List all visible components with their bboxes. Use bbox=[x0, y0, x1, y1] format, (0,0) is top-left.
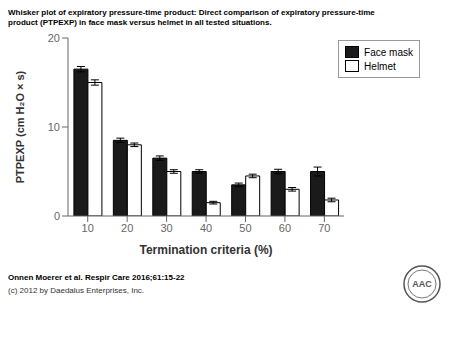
svg-text:Termination criteria (%): Termination criteria (%) bbox=[139, 243, 272, 257]
svg-text:20: 20 bbox=[121, 222, 133, 234]
html-text:Whisker plot of expiratory pre: Whisker plot of expiratory pressure-time… bbox=[8, 8, 375, 17]
svg-text:50: 50 bbox=[239, 222, 251, 234]
svg-text:20: 20 bbox=[48, 32, 60, 44]
html-text:Onnen Moerer et al. Respir Car: Onnen Moerer et al. Respir Care 2016;61:… bbox=[8, 273, 185, 282]
svg-text:PTPEXP (cm H₂O × s): PTPEXP (cm H₂O × s) bbox=[14, 70, 26, 183]
html-text:Helmet: Helmet bbox=[364, 60, 396, 72]
html-text:Face mask: Face mask bbox=[364, 46, 413, 58]
svg-text:70: 70 bbox=[318, 222, 330, 234]
html-text:(c) 2012 by Daedalus Enterpris: (c) 2012 by Daedalus Enterprises, Inc. bbox=[8, 286, 145, 295]
svg-text:0: 0 bbox=[54, 210, 60, 222]
svg-text:10: 10 bbox=[48, 121, 60, 133]
svg-text:40: 40 bbox=[200, 222, 212, 234]
svg-text:10: 10 bbox=[82, 222, 94, 234]
svg-text:60: 60 bbox=[279, 222, 291, 234]
svg-text:AAC: AAC bbox=[412, 279, 432, 289]
svg-text:30: 30 bbox=[160, 222, 172, 234]
html-text:product (PTPEXP) in face mask: product (PTPEXP) in face mask versus hel… bbox=[8, 18, 272, 27]
